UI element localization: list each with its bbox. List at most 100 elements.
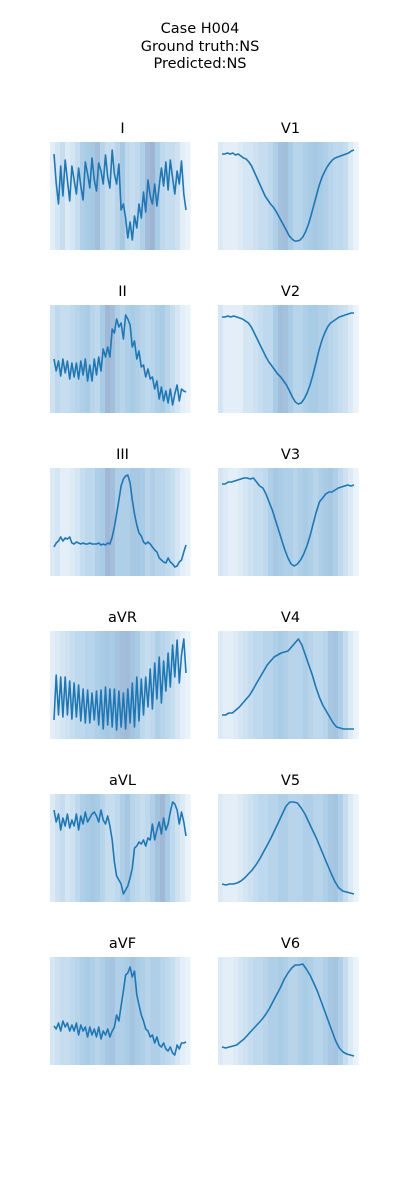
ecg-trace-ii bbox=[53, 314, 187, 406]
attention-strip bbox=[353, 468, 359, 576]
attention-strip bbox=[100, 142, 106, 250]
attention-strip bbox=[145, 305, 151, 413]
attention-strip bbox=[165, 305, 171, 413]
figure-title: Case H004 Ground truth:NS Predicted:NS bbox=[0, 21, 400, 74]
attention-strip bbox=[55, 631, 61, 739]
attention-strip bbox=[253, 468, 259, 576]
attention-strip bbox=[338, 794, 344, 902]
ecg-trace-v1 bbox=[222, 149, 355, 242]
lead-title-iii: III bbox=[116, 447, 129, 463]
attention-strip bbox=[298, 631, 304, 739]
attention-strip bbox=[283, 957, 289, 1065]
attention-strip bbox=[298, 142, 304, 250]
attention-strip bbox=[185, 142, 191, 250]
attention-heatmap bbox=[50, 305, 191, 413]
attention-strip bbox=[233, 957, 239, 1065]
attention-strip bbox=[70, 305, 76, 413]
attention-strip bbox=[70, 631, 76, 739]
attention-strip bbox=[323, 794, 329, 902]
attention-strip bbox=[238, 957, 244, 1065]
attention-strip bbox=[120, 468, 126, 576]
ecg-trace-avf bbox=[53, 966, 187, 1056]
attention-strip bbox=[303, 957, 309, 1065]
attention-strip bbox=[50, 142, 56, 250]
attention-strip bbox=[338, 142, 344, 250]
attention-strip bbox=[65, 631, 71, 739]
attention-strip bbox=[185, 957, 191, 1065]
attention-strip bbox=[175, 631, 181, 739]
attention-strip bbox=[318, 468, 324, 576]
attention-strip bbox=[165, 468, 171, 576]
lead-plot-v5 bbox=[218, 794, 359, 902]
attention-strip bbox=[50, 957, 56, 1065]
attention-strip bbox=[273, 142, 279, 250]
attention-strip bbox=[55, 794, 61, 902]
attention-strip bbox=[125, 957, 131, 1065]
attention-strip bbox=[343, 794, 349, 902]
attention-strip bbox=[308, 631, 314, 739]
attention-strip bbox=[258, 957, 264, 1065]
attention-strip bbox=[180, 305, 186, 413]
attention-strip bbox=[105, 142, 111, 250]
attention-strip bbox=[75, 957, 81, 1065]
attention-strip bbox=[248, 468, 254, 576]
attention-strip bbox=[70, 142, 76, 250]
attention-strip bbox=[135, 794, 141, 902]
attention-strip bbox=[328, 468, 334, 576]
attention-strip bbox=[120, 794, 126, 902]
lead-plot-i bbox=[50, 142, 191, 250]
attention-strip bbox=[160, 957, 166, 1065]
attention-strip bbox=[323, 957, 329, 1065]
lead-panel-v3: V3 bbox=[218, 446, 363, 578]
lead-panel-avf: aVF bbox=[50, 935, 195, 1067]
lead-plot-avf bbox=[50, 957, 191, 1065]
attention-strip bbox=[155, 305, 161, 413]
attention-strip bbox=[288, 468, 294, 576]
attention-strip bbox=[90, 468, 96, 576]
attention-strip bbox=[175, 957, 181, 1065]
lead-title-v1: V1 bbox=[280, 121, 301, 137]
attention-strip bbox=[353, 794, 359, 902]
attention-strip bbox=[353, 305, 359, 413]
attention-strip bbox=[115, 631, 121, 739]
attention-strip bbox=[248, 794, 254, 902]
attention-strip bbox=[145, 957, 151, 1065]
attention-strip bbox=[130, 468, 136, 576]
attention-strip bbox=[348, 631, 354, 739]
attention-strip bbox=[90, 794, 96, 902]
attention-strip bbox=[223, 305, 229, 413]
attention-strip bbox=[105, 631, 111, 739]
lead-plot-v2 bbox=[218, 305, 359, 413]
attention-strip bbox=[238, 631, 244, 739]
attention-strip bbox=[180, 794, 186, 902]
attention-strip bbox=[323, 305, 329, 413]
attention-strip bbox=[80, 631, 86, 739]
attention-heatmap bbox=[50, 794, 191, 902]
attention-strip bbox=[95, 957, 101, 1065]
attention-strip bbox=[185, 631, 191, 739]
attention-strip bbox=[313, 468, 319, 576]
attention-strip bbox=[150, 794, 156, 902]
attention-strip bbox=[125, 794, 131, 902]
attention-strip bbox=[80, 468, 86, 576]
attention-strip bbox=[223, 794, 229, 902]
attention-strip bbox=[110, 305, 116, 413]
attention-strip bbox=[135, 468, 141, 576]
attention-strip bbox=[105, 957, 111, 1065]
attention-strip bbox=[130, 142, 136, 250]
attention-strip bbox=[313, 957, 319, 1065]
attention-strip bbox=[110, 468, 116, 576]
attention-strip bbox=[165, 142, 171, 250]
attention-strip bbox=[253, 794, 259, 902]
lead-plot-v3 bbox=[218, 468, 359, 576]
attention-strip bbox=[288, 305, 294, 413]
attention-strip bbox=[293, 631, 299, 739]
attention-strip bbox=[308, 305, 314, 413]
attention-heatmap bbox=[218, 631, 359, 739]
attention-strip bbox=[50, 631, 56, 739]
attention-strip bbox=[70, 794, 76, 902]
attention-strip bbox=[185, 305, 191, 413]
attention-strip bbox=[343, 631, 349, 739]
lead-plot-ii bbox=[50, 305, 191, 413]
attention-strip bbox=[55, 468, 61, 576]
